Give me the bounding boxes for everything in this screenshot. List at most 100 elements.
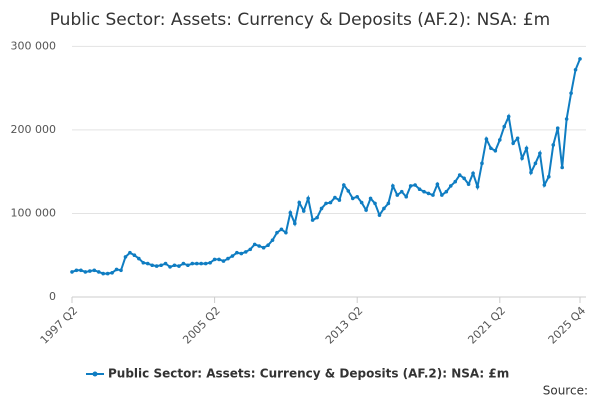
data-point bbox=[337, 198, 342, 202]
data-point bbox=[524, 146, 529, 151]
data-point bbox=[114, 267, 119, 272]
data-point bbox=[440, 193, 444, 197]
data-point bbox=[203, 261, 208, 266]
data-point bbox=[226, 256, 230, 261]
data-point bbox=[466, 182, 471, 187]
data-point bbox=[413, 183, 417, 187]
data-point bbox=[105, 271, 110, 276]
data-point bbox=[119, 268, 123, 273]
data-point bbox=[137, 256, 141, 261]
data-point bbox=[529, 170, 533, 175]
data-point bbox=[293, 221, 297, 226]
data-point bbox=[83, 270, 88, 274]
data-point bbox=[484, 137, 489, 141]
data-point bbox=[497, 138, 502, 142]
data-point bbox=[101, 271, 105, 276]
data-point bbox=[159, 263, 163, 268]
data-point bbox=[515, 136, 520, 141]
data-point bbox=[315, 215, 319, 220]
data-point bbox=[542, 183, 547, 187]
data-point bbox=[221, 259, 226, 263]
data-point bbox=[79, 268, 83, 273]
data-point bbox=[480, 161, 484, 166]
data-point bbox=[301, 209, 306, 213]
data-point bbox=[190, 261, 195, 266]
legend-marker bbox=[92, 371, 98, 377]
data-point bbox=[399, 189, 404, 194]
data-point bbox=[128, 250, 132, 255]
data-point bbox=[573, 67, 578, 72]
data-point bbox=[342, 183, 346, 187]
data-point bbox=[475, 184, 480, 189]
series-line bbox=[71, 58, 581, 275]
source: Source: bbox=[543, 384, 588, 398]
data-point bbox=[297, 200, 302, 205]
y-tick-label: 300 000 bbox=[11, 39, 57, 52]
data-point bbox=[163, 261, 168, 266]
data-point bbox=[212, 257, 217, 262]
data-point bbox=[181, 261, 186, 266]
data-point bbox=[261, 245, 266, 250]
data-point bbox=[270, 238, 275, 242]
data-point bbox=[168, 265, 172, 269]
data-point bbox=[141, 260, 146, 265]
data-point bbox=[426, 191, 431, 196]
data-point bbox=[555, 126, 560, 131]
data-point bbox=[364, 208, 368, 212]
data-point bbox=[92, 268, 97, 273]
data-point bbox=[578, 57, 582, 61]
data-point bbox=[70, 270, 74, 274]
data-point bbox=[395, 193, 400, 197]
data-point bbox=[457, 173, 462, 177]
data-point bbox=[74, 268, 79, 273]
data-point bbox=[431, 193, 435, 197]
data-point bbox=[243, 250, 248, 254]
x-tick-label: 2025 Q4 bbox=[546, 304, 589, 347]
data-point bbox=[279, 227, 284, 232]
data-point bbox=[199, 261, 204, 266]
data-point bbox=[154, 264, 159, 268]
data-point bbox=[377, 213, 382, 217]
data-point bbox=[422, 189, 426, 194]
y-tick-label: 0 bbox=[49, 290, 56, 303]
data-point bbox=[391, 184, 395, 188]
legend-label: Public Sector: Assets: Currency & Deposi… bbox=[108, 367, 509, 381]
y-tick-label: 200 000 bbox=[11, 123, 57, 136]
data-point bbox=[132, 253, 137, 258]
data-point bbox=[471, 171, 475, 176]
data-point bbox=[235, 250, 239, 255]
data-point bbox=[208, 260, 212, 265]
data-point bbox=[239, 251, 244, 256]
data-point bbox=[123, 255, 128, 259]
data-point bbox=[177, 264, 181, 268]
data-point bbox=[248, 247, 253, 252]
data-point bbox=[382, 206, 386, 211]
data-point bbox=[435, 182, 440, 187]
data-point bbox=[328, 200, 333, 205]
data-point bbox=[346, 189, 351, 193]
data-point bbox=[310, 218, 315, 222]
y-tick-label: 100 000 bbox=[11, 206, 57, 219]
data-point bbox=[288, 210, 293, 215]
data-point bbox=[551, 143, 556, 147]
data-point bbox=[533, 161, 538, 166]
data-point bbox=[493, 148, 498, 153]
data-point bbox=[88, 269, 92, 273]
chart-title: Public Sector: Assets: Currency & Deposi… bbox=[50, 10, 551, 30]
data-point bbox=[511, 141, 515, 146]
data-point bbox=[538, 151, 542, 156]
data-point bbox=[96, 270, 101, 274]
data-point bbox=[172, 263, 177, 268]
data-point bbox=[453, 179, 458, 184]
data-point bbox=[462, 176, 466, 181]
data-point bbox=[217, 257, 221, 262]
data-point bbox=[319, 206, 324, 211]
data-point bbox=[569, 91, 573, 95]
data-point bbox=[350, 196, 355, 201]
data-point bbox=[489, 146, 493, 151]
data-point bbox=[506, 114, 511, 119]
data-point bbox=[186, 263, 190, 268]
data-point bbox=[502, 124, 507, 129]
data-point bbox=[373, 201, 377, 206]
